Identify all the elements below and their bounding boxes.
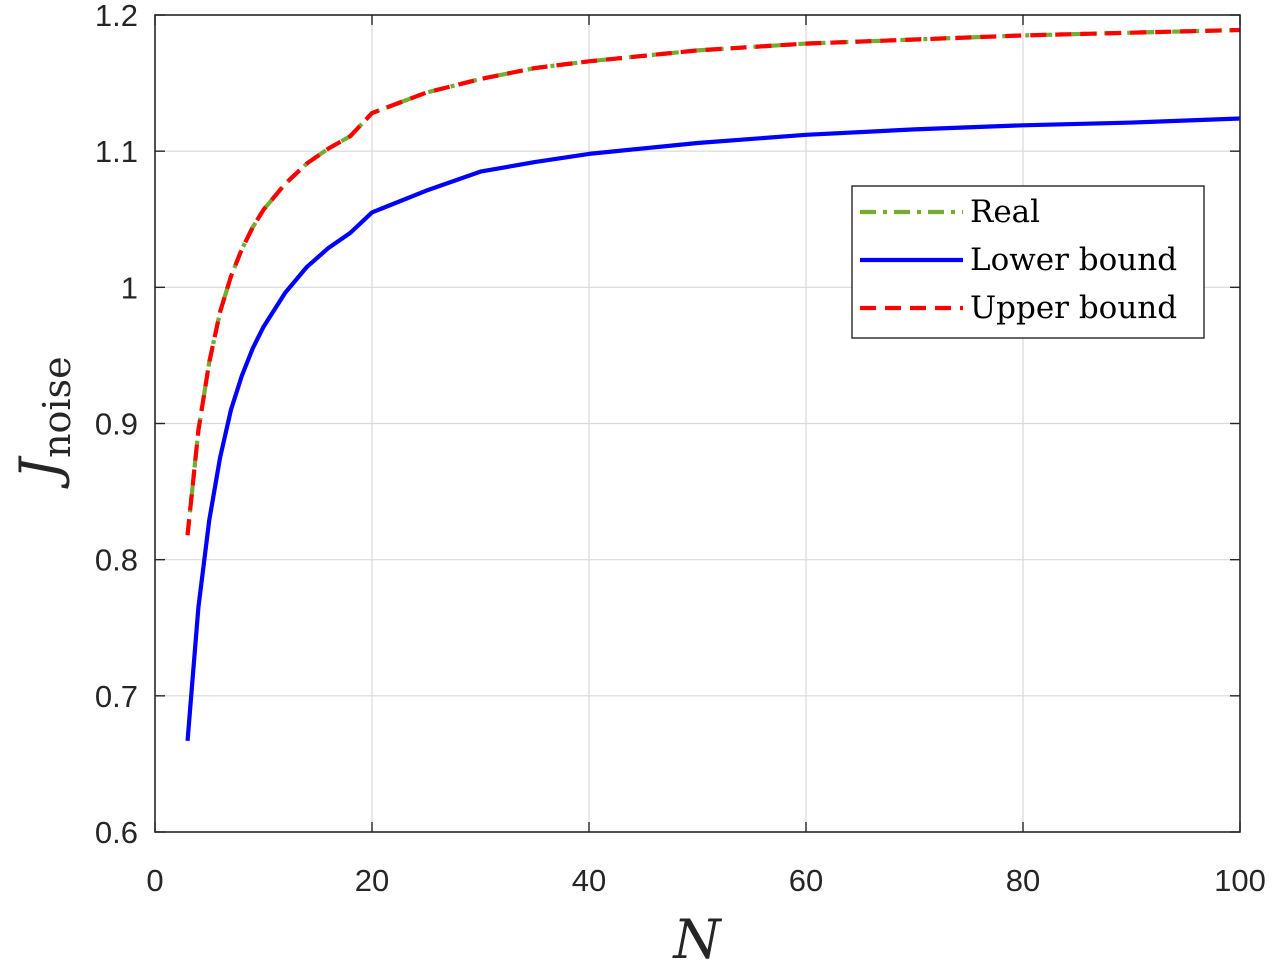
series-layer: [185, 27, 1241, 741]
y-tick-label: 1.2: [95, 0, 138, 33]
y-tick-label: 0.7: [95, 679, 138, 714]
x-tick-label: 0: [146, 863, 163, 898]
x-tick-label: 100: [1214, 863, 1266, 898]
legend-label-real: Real: [970, 194, 1040, 230]
x-tick-label: 80: [1006, 863, 1040, 898]
x-tick-labels: 0 20 40 60 80 100: [146, 863, 1265, 898]
series-line-lower-bound: [185, 116, 1241, 741]
y-tick-label: 1.1: [95, 134, 138, 169]
x-tick-label: 60: [789, 863, 823, 898]
x-tick-label: 20: [355, 863, 389, 898]
legend-label-lower-bound: Lower bound: [970, 242, 1177, 278]
legend: Real Lower bound Upper bound: [851, 185, 1205, 339]
y-tick-label: 1: [121, 270, 138, 305]
x-axis-title: N: [671, 908, 722, 961]
legend-label-upper-bound: Upper bound: [970, 290, 1177, 326]
y-axis-title-subscript: noise: [35, 356, 79, 458]
x-tick-label: 40: [572, 863, 606, 898]
grid-lines: [155, 15, 1240, 832]
y-tick-label: 0.9: [95, 407, 138, 442]
svg-text:Jnoise: Jnoise: [8, 356, 79, 489]
axis-ticks: [154, 14, 1241, 833]
y-tick-label: 0.6: [95, 815, 138, 850]
y-axis-title: Jnoise: [8, 356, 79, 489]
y-tick-labels: 0.6 0.7 0.8 0.9 1 1.1 1.2: [95, 0, 138, 850]
y-tick-label: 0.8: [95, 543, 138, 578]
series-line-upper-bound: [185, 27, 1241, 536]
